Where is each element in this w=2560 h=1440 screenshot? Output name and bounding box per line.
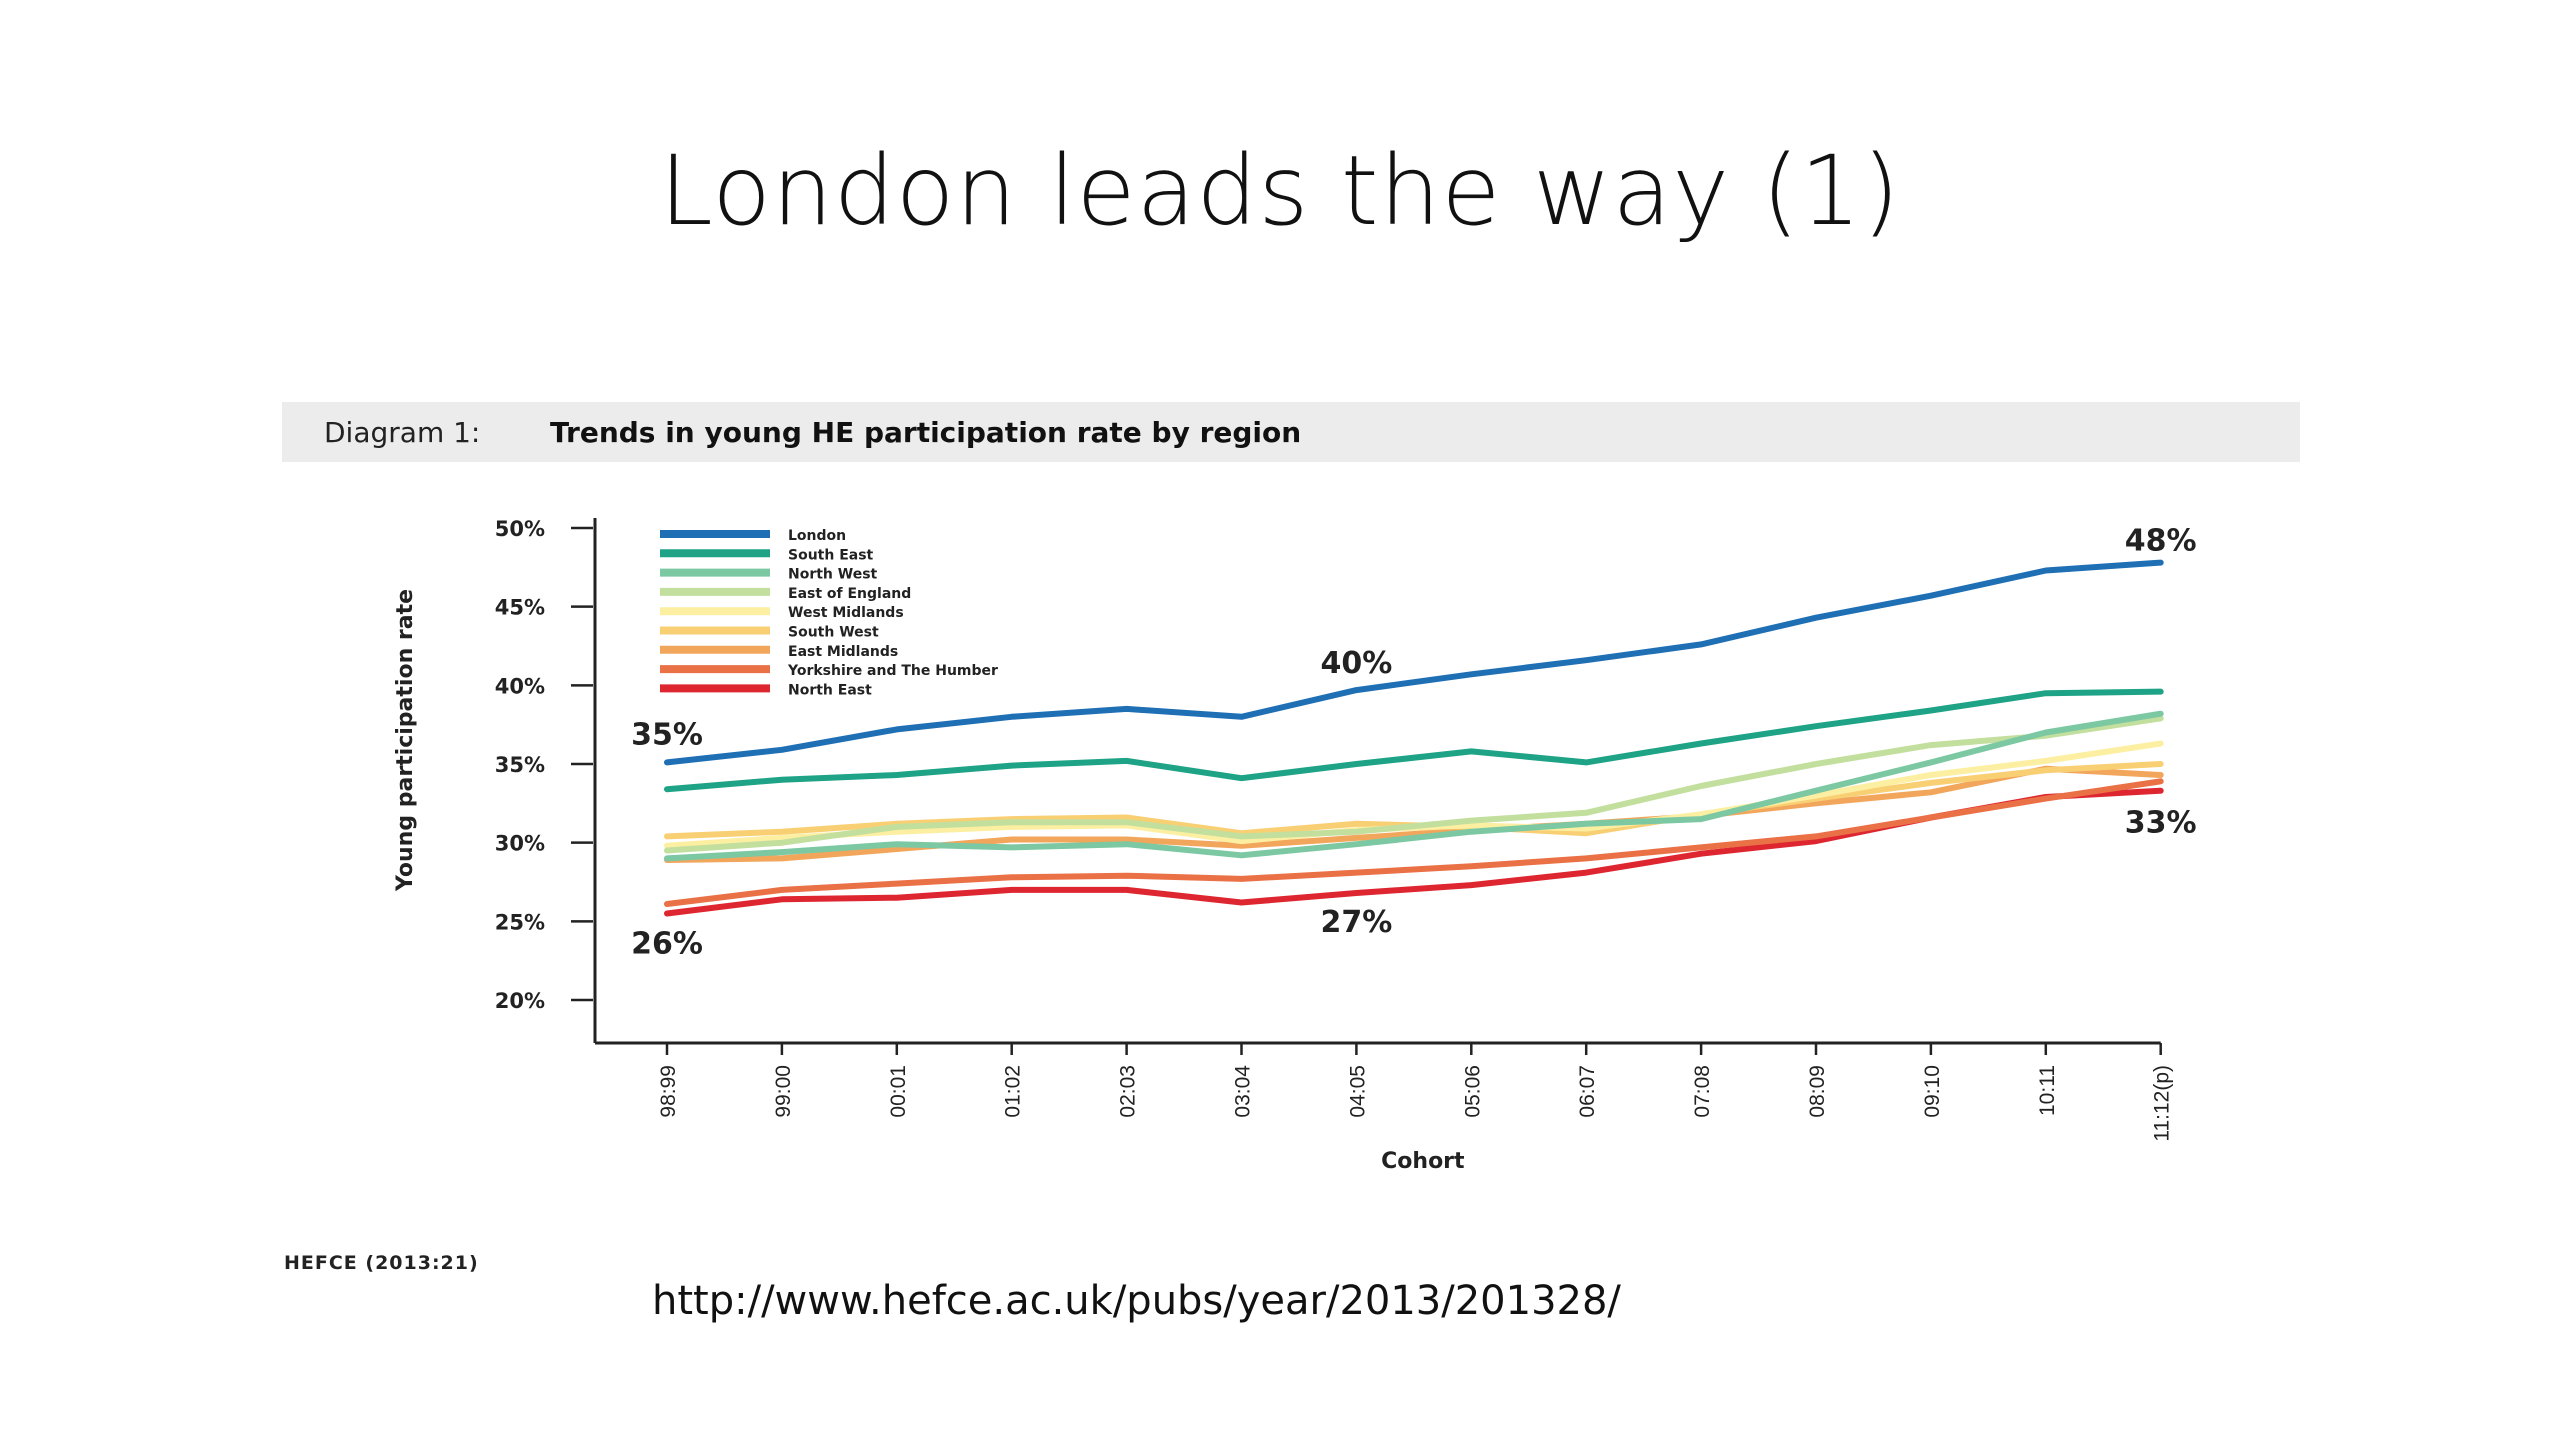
x-tick-label: 08:09 <box>1806 1065 1829 1118</box>
x-tick-label: 10:11 <box>2036 1065 2059 1116</box>
y-tick-label: 30% <box>495 832 545 856</box>
diagram-header: Diagram 1: Trends in young HE participat… <box>282 402 2300 462</box>
chart-legend: London South East North West East of Englan… <box>660 528 998 698</box>
series-line <box>664 715 2164 854</box>
series-line <box>664 559 2164 766</box>
y-tick-label: 40% <box>495 674 545 698</box>
x-tick-label: 09:10 <box>1921 1065 1944 1118</box>
x-tick-label: 02:03 <box>1117 1065 1140 1118</box>
legend-label: North East <box>788 682 872 698</box>
legend-label: Yorkshire and The Humber <box>787 663 998 679</box>
data-annotation: 48% <box>2125 524 2197 559</box>
series-line <box>664 710 2164 862</box>
legend-label: London <box>788 528 846 544</box>
x-tick-label: 99:00 <box>772 1065 795 1118</box>
legend-label: North West <box>788 567 878 583</box>
legend-label: West Midlands <box>788 605 904 621</box>
slide-title: London leads the way (1) <box>659 135 1901 247</box>
x-tick-label: 06:07 <box>1576 1065 1599 1118</box>
source-citation: HEFCE (2013:21) <box>284 1252 479 1274</box>
x-tick-label: 03:04 <box>1232 1065 1255 1118</box>
data-annotation: 33% <box>2125 806 2197 841</box>
data-annotation: 35% <box>631 717 703 752</box>
y-tick-label: 35% <box>495 753 545 777</box>
x-tick-label: 01:02 <box>1002 1065 1025 1118</box>
x-tick-label: 04:05 <box>1346 1065 1369 1118</box>
y-axis-title: Young participation rate <box>393 589 418 892</box>
chart-axes: 20% 25% 30% 35% 40% 45% 50% 98:99 99:00 00:01 01:0… <box>495 517 2174 1142</box>
x-tick-label: 07:08 <box>1691 1065 1714 1118</box>
chart-axis-labels: Cohort Young participation rate <box>393 589 1465 1174</box>
data-annotation: 26% <box>631 926 703 961</box>
x-tick-label: 98:99 <box>657 1065 680 1118</box>
x-tick-label: 00:01 <box>887 1065 910 1118</box>
y-tick-label: 20% <box>495 989 545 1013</box>
legend-label: South East <box>788 547 874 563</box>
data-annotation: 27% <box>1320 905 1392 940</box>
diagram-title: Trends in young HE participation rate by… <box>550 416 1302 449</box>
y-tick-label: 25% <box>495 910 545 934</box>
x-tick-label: 05:06 <box>1461 1065 1484 1118</box>
diagram-number: Diagram 1: <box>324 416 481 449</box>
chart-series-lines <box>664 559 2164 917</box>
series-line <box>664 688 2164 793</box>
legend-label: East of England <box>788 586 911 602</box>
data-annotation: 40% <box>1320 646 1392 681</box>
chart-annotations: 35% 26% 40% 27% 48% 33% <box>631 524 2197 962</box>
legend-label: South West <box>788 625 879 641</box>
series-line <box>664 778 2164 907</box>
source-url[interactable]: http://www.hefce.ac.uk/pubs/year/2013/20… <box>652 1278 1621 1324</box>
x-tick-label: 11:12(p) <box>2151 1065 2174 1142</box>
x-axis-title: Cohort <box>1381 1149 1465 1174</box>
y-tick-label: 50% <box>495 517 545 541</box>
legend-label: East Midlands <box>788 644 898 660</box>
y-tick-label: 45% <box>495 596 545 620</box>
